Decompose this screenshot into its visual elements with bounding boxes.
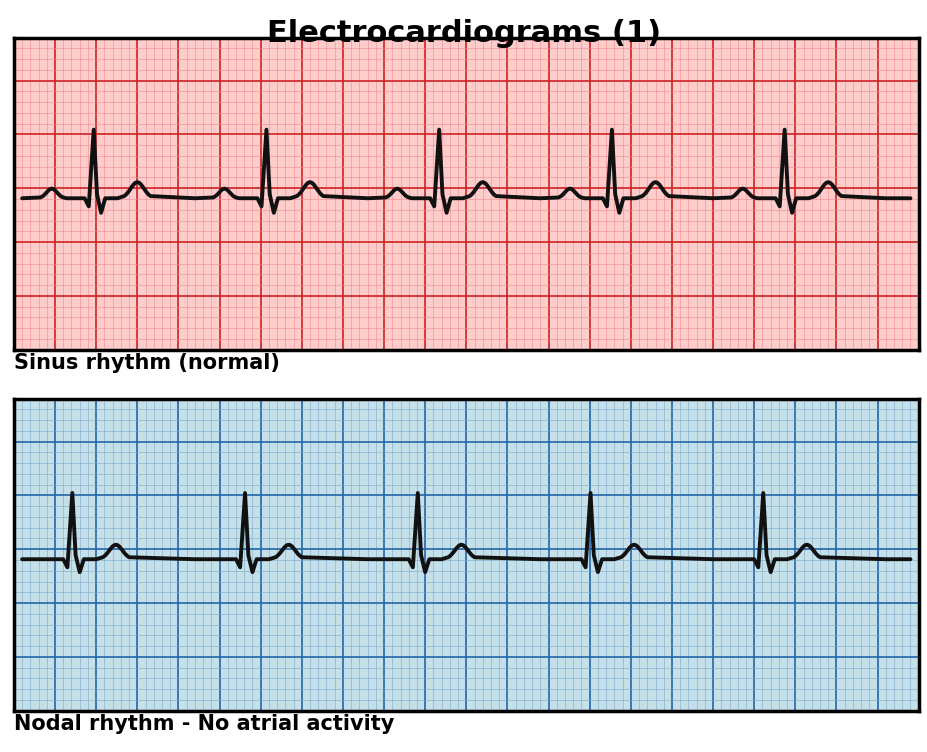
Text: Sinus rhythm (normal): Sinus rhythm (normal) [14, 353, 280, 374]
Text: Electrocardiograms (1): Electrocardiograms (1) [267, 19, 660, 48]
Text: Nodal rhythm - No atrial activity: Nodal rhythm - No atrial activity [14, 714, 394, 735]
